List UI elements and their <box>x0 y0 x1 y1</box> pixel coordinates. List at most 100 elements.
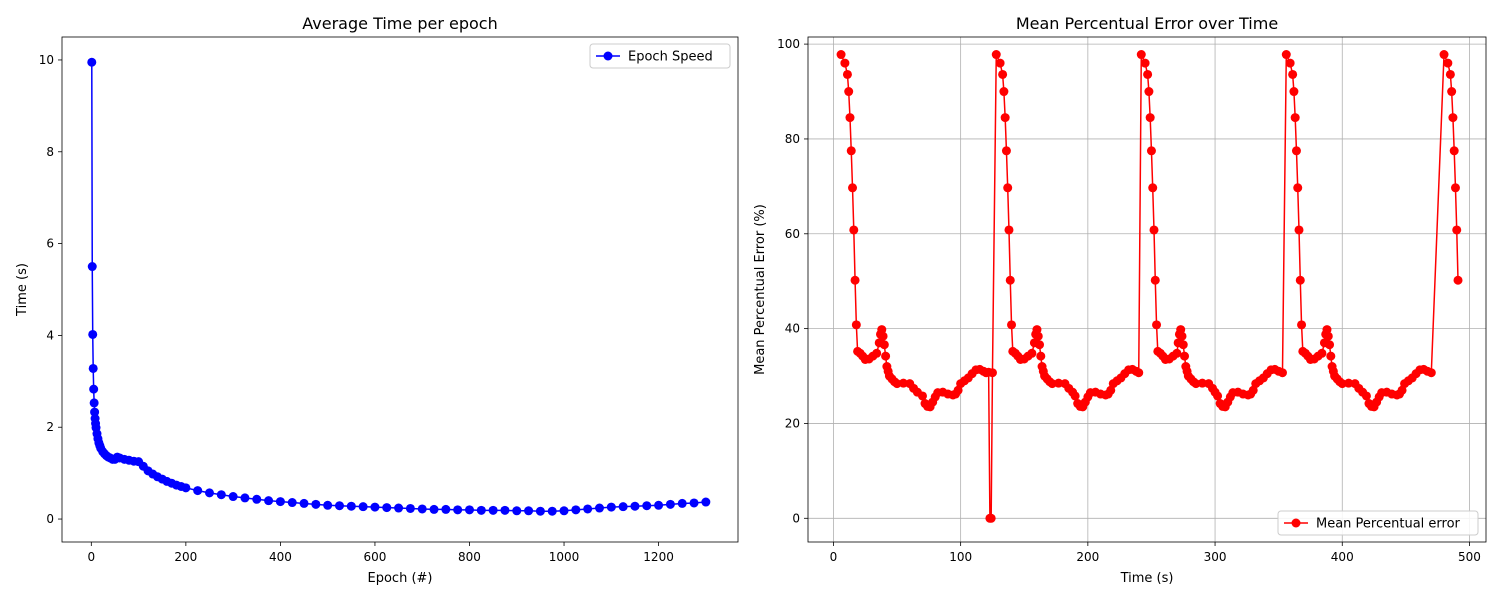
x-tick-label: 300 <box>1204 550 1227 564</box>
data-point <box>995 58 1005 68</box>
x-tick-label: 500 <box>1458 550 1481 564</box>
data-point <box>559 506 569 516</box>
data-point <box>1447 87 1457 97</box>
series-0 <box>87 57 711 516</box>
y-tick-label: 80 <box>785 132 800 146</box>
x-axis-label: Epoch (#) <box>368 571 433 586</box>
data-point <box>1140 58 1150 68</box>
data-point <box>382 503 392 513</box>
data-point <box>842 69 852 79</box>
data-point <box>1150 275 1160 285</box>
data-point <box>1070 391 1080 401</box>
data-point <box>1143 69 1153 79</box>
legend-box <box>1277 510 1479 536</box>
data-point <box>879 340 889 350</box>
x-tick-label: 0 <box>87 550 95 564</box>
data-point <box>677 498 687 508</box>
data-point <box>1177 331 1187 341</box>
data-point <box>991 50 1001 60</box>
data-point <box>844 87 854 97</box>
data-point <box>1453 275 1463 285</box>
data-point <box>535 506 545 516</box>
data-point <box>571 505 581 515</box>
x-tick-label: 100 <box>949 550 972 564</box>
data-point <box>88 363 98 373</box>
data-point <box>1027 348 1037 358</box>
y-tick-label: 2 <box>46 420 54 434</box>
plot-frame <box>61 36 739 543</box>
data-point <box>299 498 309 508</box>
data-point <box>630 501 640 511</box>
data-point <box>836 50 846 60</box>
series-line <box>91 62 706 512</box>
data-point <box>87 57 97 67</box>
data-point <box>1277 368 1287 378</box>
y-tick-label: 40 <box>785 322 800 336</box>
data-point <box>405 503 415 513</box>
legend-box <box>589 43 731 69</box>
data-point <box>1136 50 1146 60</box>
data-point <box>88 329 98 339</box>
data-point <box>986 513 996 523</box>
data-point <box>1033 331 1043 341</box>
data-point <box>987 368 997 378</box>
data-point <box>1003 183 1013 193</box>
data-point <box>181 483 191 493</box>
data-point <box>1325 340 1335 350</box>
data-point <box>606 502 616 512</box>
data-point <box>999 87 1009 97</box>
data-point <box>594 503 604 513</box>
x-tick-label: 200 <box>174 550 197 564</box>
data-point <box>1426 368 1436 378</box>
data-point <box>1289 87 1299 97</box>
data-point <box>1007 320 1017 330</box>
y-tick-label: 20 <box>785 416 800 430</box>
data-point <box>89 398 99 408</box>
data-point <box>264 496 274 506</box>
data-point <box>1361 391 1371 401</box>
y-tick-label: 0 <box>792 511 800 525</box>
y-tick-label: 10 <box>39 53 54 67</box>
data-point <box>441 504 451 514</box>
data-point <box>850 275 860 285</box>
data-point <box>1213 391 1223 401</box>
x-tick-label: 0 <box>830 550 838 564</box>
data-point <box>1036 351 1046 361</box>
y-axis-label: Mean Percentual Error (%) <box>753 204 768 375</box>
data-point <box>1326 351 1336 361</box>
data-point <box>848 183 858 193</box>
data-point <box>1035 340 1045 350</box>
data-point <box>1439 50 1449 60</box>
data-point <box>453 505 463 515</box>
x-tick-label: 200 <box>1076 550 1099 564</box>
data-point <box>429 504 439 514</box>
data-point <box>846 146 856 156</box>
data-point <box>851 320 861 330</box>
data-point <box>512 506 522 516</box>
data-point <box>1172 348 1182 358</box>
data-point <box>1293 183 1303 193</box>
data-point <box>464 505 474 515</box>
data-point <box>90 407 100 417</box>
data-point <box>583 504 593 514</box>
chart-title: Average Time per epoch <box>302 14 497 33</box>
data-point <box>881 351 891 361</box>
y-tick-label: 6 <box>46 237 54 251</box>
data-point <box>1281 50 1291 60</box>
data-point <box>524 506 534 516</box>
data-point <box>654 500 664 510</box>
data-point <box>1148 183 1158 193</box>
data-point <box>417 504 427 514</box>
data-point <box>476 505 486 515</box>
data-point <box>346 501 356 511</box>
data-point <box>998 69 1008 79</box>
chart-mean-error: 0 100 200 300 400 500 0 20 40 60 80 100 Mean Percent… <box>753 14 1487 586</box>
data-point <box>1149 225 1159 235</box>
data-point <box>701 497 711 507</box>
data-point <box>849 225 859 235</box>
data-point <box>1134 368 1144 378</box>
data-point <box>618 502 628 512</box>
data-point <box>1449 146 1459 156</box>
series-0 <box>836 50 1463 523</box>
